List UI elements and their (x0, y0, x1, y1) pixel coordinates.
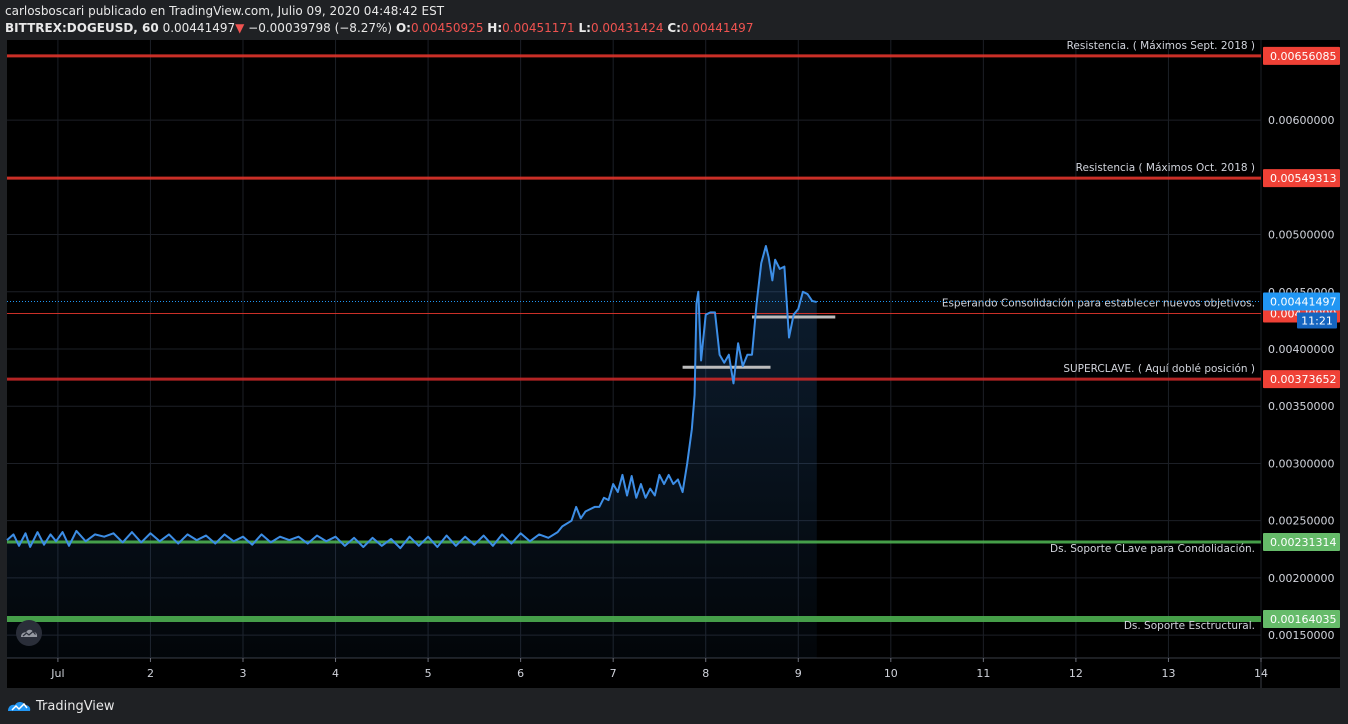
level-price-tag (1263, 610, 1340, 629)
countdown-tag (1297, 312, 1337, 329)
level-price-tag-text: 0.00164035 (1270, 613, 1336, 626)
close-value: 0.00441497 (680, 21, 754, 35)
x-tick-label: 9 (795, 667, 802, 680)
x-tick-label: 6 (517, 667, 524, 680)
level-label: SUPERCLAVE. ( Aquí doblé posición ) (1063, 363, 1255, 375)
tradingview-logo-icon[interactable] (6, 699, 32, 713)
level-label: Resistencia. ( Máximos Sept. 2018 ) (1067, 40, 1255, 52)
x-tick-label: 5 (425, 667, 432, 680)
level-price-tag-text: 0.00231314 (1270, 536, 1336, 549)
level-price-tag-text: 0.00656085 (1270, 50, 1336, 63)
author-name[interactable]: carlosboscari (5, 4, 85, 18)
open-label: O: (395, 21, 411, 35)
low-label: L: (578, 21, 591, 35)
y-tick-label: 0.00250000 (1268, 515, 1334, 528)
time-axis (7, 658, 1340, 688)
high-label: H: (487, 21, 503, 35)
footer: TradingView (6, 696, 115, 716)
current-price-tag (1263, 292, 1340, 311)
open-value: 0.00450925 (410, 21, 484, 35)
x-tick-label: 8 (702, 667, 709, 680)
x-tick-label: 2 (147, 667, 154, 680)
y-tick-label: 0.00400000 (1268, 343, 1334, 356)
level-label: Ds. Soporte Esctructural. (1124, 620, 1255, 632)
low-value: 0.00431424 (590, 21, 664, 35)
price-chart[interactable]: 0.00150000 0.00200000 0.00250000 0.00300000… (0, 40, 1348, 690)
tradingview-cloud-icon (16, 620, 42, 646)
price-area (7, 246, 817, 658)
x-tick-label: 11 (976, 667, 990, 680)
price-line (6, 245, 818, 550)
y-tick-label: 0.00500000 (1268, 229, 1334, 242)
y-tick-label: 0.00150000 (1268, 629, 1334, 642)
countdown-text: 11:21 (1301, 315, 1333, 328)
level-price-tag (1263, 533, 1340, 552)
level-label: Esperando Consolidación para establecer … (942, 298, 1255, 310)
down-arrow-icon: ▼ (235, 21, 245, 35)
publish-info: carlosboscari publicado en TradingView.c… (5, 3, 1335, 20)
level-label: Resistencia ( Máximos Oct. 2018 ) (1076, 162, 1255, 174)
y-tick-label: 0.00300000 (1268, 457, 1334, 470)
level-price-tag-text: 0.00373652 (1270, 373, 1336, 386)
x-tick-label: 4 (332, 667, 339, 680)
level-price-tag-text: 0.00549313 (1270, 172, 1336, 185)
footer-brand[interactable]: TradingView (36, 698, 115, 714)
level-price-tag (1263, 370, 1340, 389)
level-price-tag (1263, 46, 1340, 65)
x-tick-label: Jul (50, 667, 64, 680)
x-tick-label: 3 (239, 667, 246, 680)
x-tick-label: 14 (1254, 667, 1268, 680)
chart-header: carlosboscari publicado en TradingView.c… (5, 3, 1335, 39)
price-change: −0.00039798 (−8.27%) (248, 21, 393, 35)
y-tick-label: 0.00600000 (1268, 114, 1334, 127)
x-tick-label: 13 (1161, 667, 1175, 680)
y-tick-label: 0.00350000 (1268, 400, 1334, 413)
x-tick-label: 10 (884, 667, 898, 680)
x-tick-label: 7 (610, 667, 617, 680)
close-label: C: (667, 21, 681, 35)
y-tick-label: 0.00200000 (1268, 572, 1334, 585)
level-label: Ds. Soporte CLave para Condolidación. (1050, 543, 1255, 555)
price-axis (1261, 40, 1340, 658)
publish-text: publicado en TradingView.com, Julio 09, … (88, 4, 445, 18)
last-price: 0.00441497 (162, 21, 236, 35)
x-tick-label: 12 (1069, 667, 1083, 680)
level-price-tag (1263, 169, 1340, 188)
symbol-info: BITTREX:DOGEUSD, 60 0.00441497▼ −0.00039… (5, 20, 1335, 37)
symbol-label[interactable]: BITTREX:DOGEUSD, 60 (5, 21, 159, 35)
high-value: 0.00451171 (502, 21, 575, 35)
current-price-tag-text: 0.00441497 (1270, 296, 1336, 309)
